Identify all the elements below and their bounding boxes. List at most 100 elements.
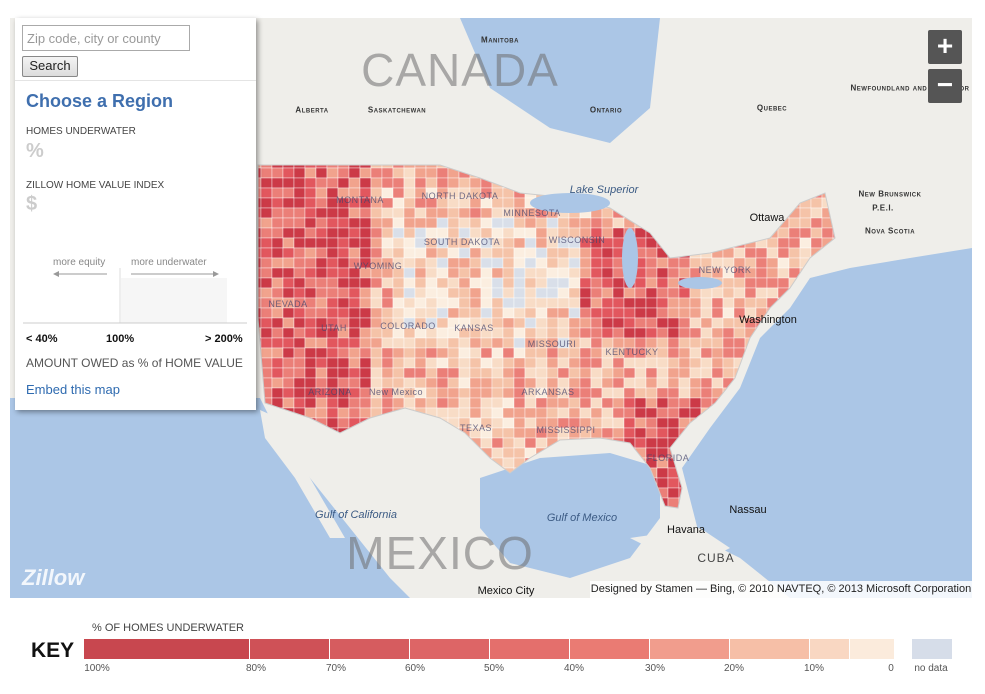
county[interactable] — [348, 407, 361, 419]
county[interactable] — [634, 297, 647, 309]
county[interactable] — [667, 327, 680, 339]
county[interactable] — [491, 297, 504, 309]
county[interactable] — [722, 277, 735, 289]
county[interactable] — [271, 247, 284, 259]
county[interactable] — [535, 357, 548, 369]
county[interactable] — [711, 337, 724, 349]
county[interactable] — [414, 287, 427, 299]
county[interactable] — [546, 267, 559, 279]
county[interactable] — [304, 367, 317, 379]
county[interactable] — [326, 397, 339, 409]
county[interactable] — [689, 297, 702, 309]
county[interactable] — [480, 287, 493, 299]
county[interactable] — [667, 427, 680, 439]
county[interactable] — [447, 397, 460, 409]
county[interactable] — [502, 237, 515, 249]
county[interactable] — [678, 357, 691, 369]
county[interactable] — [458, 377, 471, 389]
county[interactable] — [689, 327, 702, 339]
county[interactable] — [436, 297, 449, 309]
county[interactable] — [502, 387, 515, 399]
county[interactable] — [315, 217, 328, 229]
county[interactable] — [480, 437, 493, 449]
county[interactable] — [370, 217, 383, 229]
county[interactable] — [282, 217, 295, 229]
county[interactable] — [447, 377, 460, 389]
county[interactable] — [348, 297, 361, 309]
county[interactable] — [557, 317, 570, 329]
county[interactable] — [645, 277, 658, 289]
county[interactable] — [667, 387, 680, 399]
county[interactable] — [436, 377, 449, 389]
county[interactable] — [469, 217, 482, 229]
county[interactable] — [546, 407, 559, 419]
county[interactable] — [447, 267, 460, 279]
county[interactable] — [392, 347, 405, 359]
county[interactable] — [777, 277, 790, 289]
county[interactable] — [414, 177, 427, 189]
county[interactable] — [260, 237, 273, 249]
county[interactable] — [733, 337, 746, 349]
county[interactable] — [755, 277, 768, 289]
county[interactable] — [436, 247, 449, 259]
county[interactable] — [381, 277, 394, 289]
county[interactable] — [436, 337, 449, 349]
county[interactable] — [337, 207, 350, 219]
county[interactable] — [403, 397, 416, 409]
county[interactable] — [557, 357, 570, 369]
county[interactable] — [326, 177, 339, 189]
county[interactable] — [458, 357, 471, 369]
county[interactable] — [414, 397, 427, 409]
county[interactable] — [656, 267, 669, 279]
county[interactable] — [282, 237, 295, 249]
county[interactable] — [744, 277, 757, 289]
county[interactable] — [469, 297, 482, 309]
county[interactable] — [689, 337, 702, 349]
county[interactable] — [667, 257, 680, 269]
county[interactable] — [304, 357, 317, 369]
county[interactable] — [392, 277, 405, 289]
county[interactable] — [579, 217, 592, 229]
county[interactable] — [766, 267, 779, 279]
county[interactable] — [513, 327, 526, 339]
county[interactable] — [656, 367, 669, 379]
county[interactable] — [623, 367, 636, 379]
county[interactable] — [304, 277, 317, 289]
county[interactable] — [513, 237, 526, 249]
county[interactable] — [337, 247, 350, 259]
county[interactable] — [348, 177, 361, 189]
county[interactable] — [568, 307, 581, 319]
county[interactable] — [425, 267, 438, 279]
county[interactable] — [546, 357, 559, 369]
county[interactable] — [810, 237, 823, 249]
county[interactable] — [700, 367, 713, 379]
county[interactable] — [458, 307, 471, 319]
county[interactable] — [293, 337, 306, 349]
county[interactable] — [403, 257, 416, 269]
county[interactable] — [304, 237, 317, 249]
county[interactable] — [678, 287, 691, 299]
county[interactable] — [799, 217, 812, 229]
county[interactable] — [436, 257, 449, 269]
county[interactable] — [788, 237, 801, 249]
county[interactable] — [656, 417, 669, 429]
county[interactable] — [282, 397, 295, 409]
county[interactable] — [656, 477, 669, 489]
county[interactable] — [689, 397, 702, 409]
county[interactable] — [634, 317, 647, 329]
county[interactable] — [568, 247, 581, 259]
county[interactable] — [293, 237, 306, 249]
county[interactable] — [711, 327, 724, 339]
county[interactable] — [359, 277, 372, 289]
county[interactable] — [733, 327, 746, 339]
county[interactable] — [568, 217, 581, 229]
county[interactable] — [260, 187, 273, 199]
county[interactable] — [326, 287, 339, 299]
county[interactable] — [722, 337, 735, 349]
county[interactable] — [744, 287, 757, 299]
county[interactable] — [425, 357, 438, 369]
county[interactable] — [326, 277, 339, 289]
county[interactable] — [326, 237, 339, 249]
county[interactable] — [260, 277, 273, 289]
county[interactable] — [293, 217, 306, 229]
